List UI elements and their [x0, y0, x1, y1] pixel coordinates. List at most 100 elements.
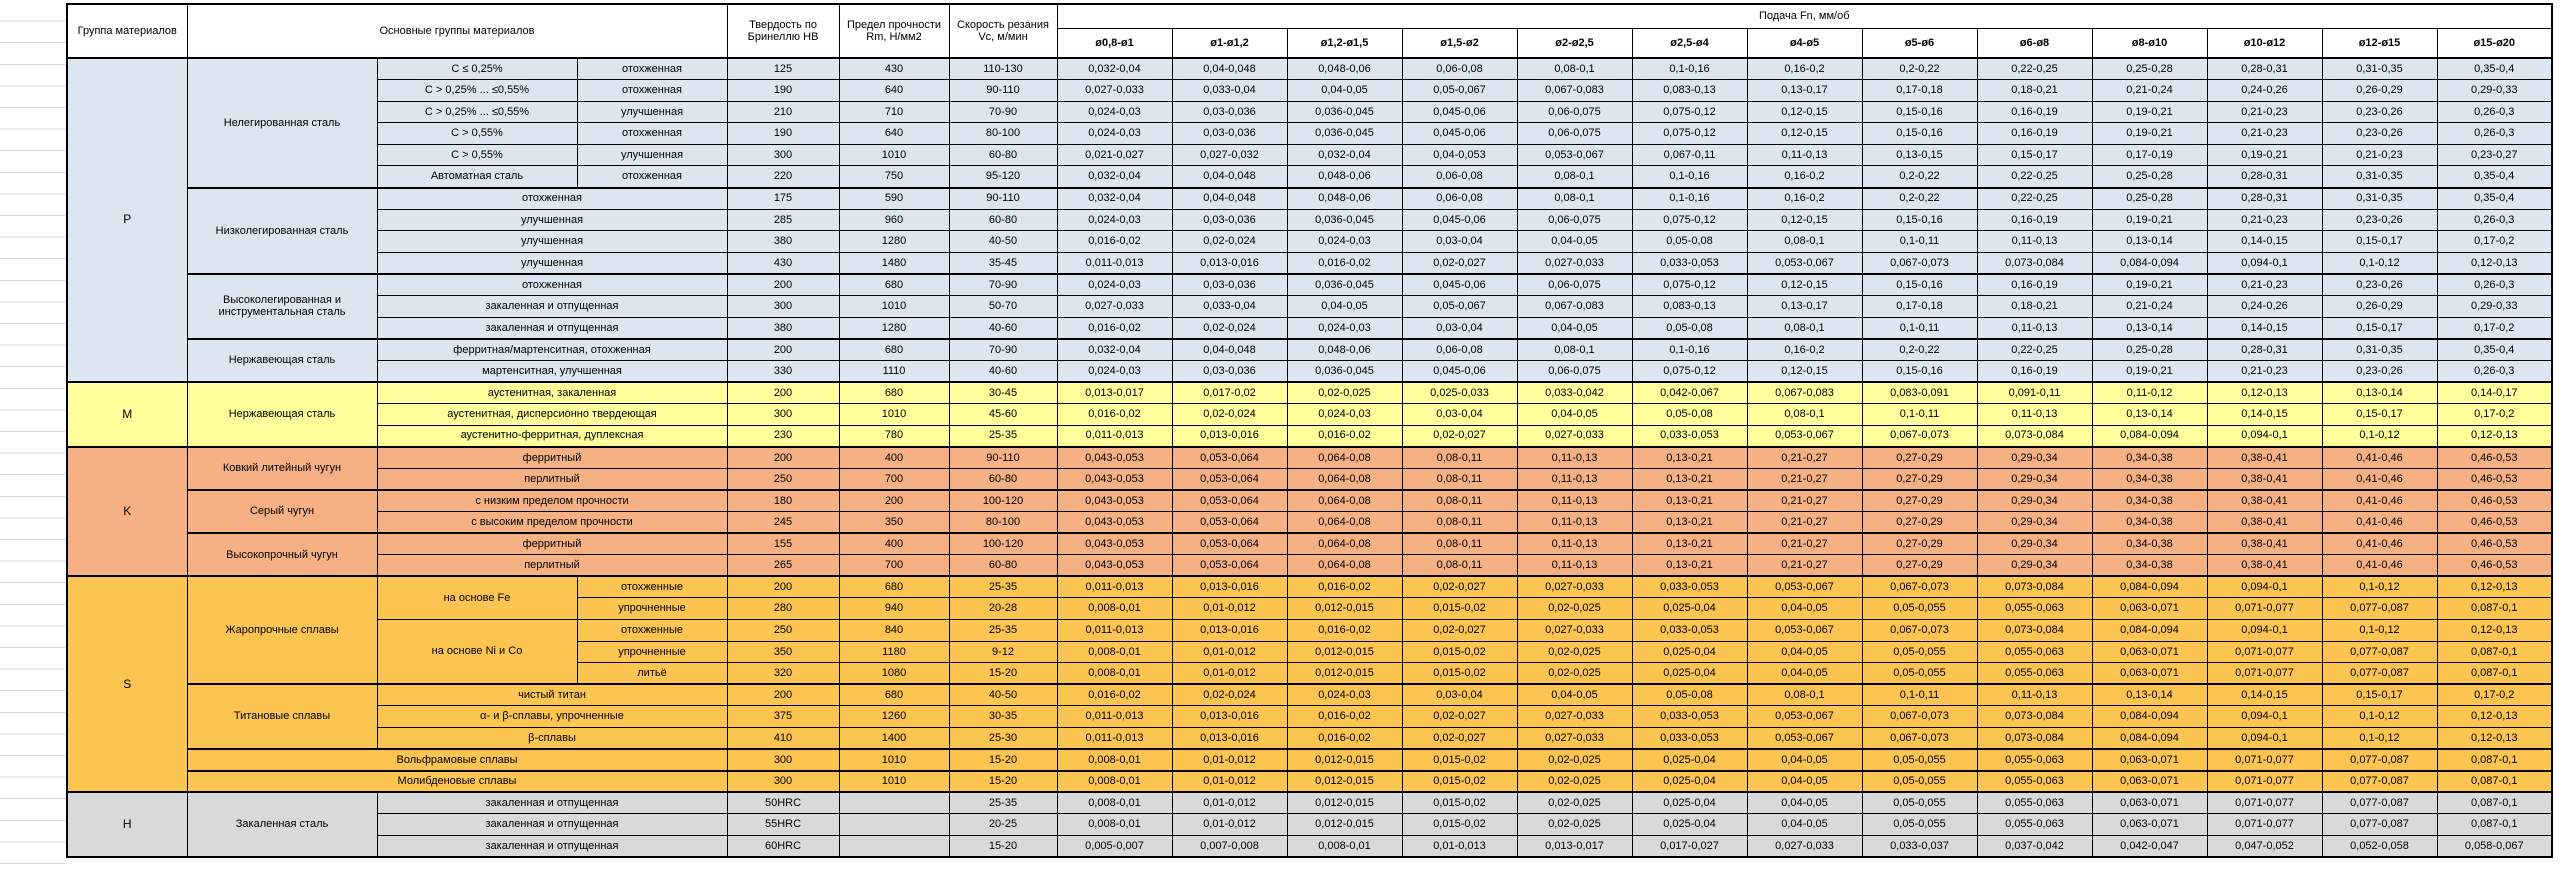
feed-cell[interactable]: 0,025-0,033 — [1401, 380, 1518, 404]
feed-cell[interactable]: 0,053-0,067 — [1746, 726, 1863, 750]
feed-cell[interactable]: 0,13-0,21 — [1631, 510, 1748, 534]
feed-cell[interactable]: 0,073-0,084 — [1976, 618, 2093, 642]
feed-cell[interactable]: 0,053-0,067 — [1516, 143, 1633, 167]
feed-cell[interactable]: 0,087-0,1 — [2436, 813, 2553, 836]
feed-cell[interactable]: 0,34-0,38 — [2091, 445, 2208, 469]
feed-cell[interactable]: 0,043-0,053 — [1056, 445, 1173, 469]
feed-cell[interactable]: 0,048-0,06 — [1286, 337, 1403, 361]
feed-cell[interactable]: 0,11-0,13 — [1516, 488, 1633, 512]
feed-cell[interactable]: 0,013-0,016 — [1171, 618, 1288, 642]
feed-cell[interactable]: 0,05-0,08 — [1631, 403, 1748, 426]
feed-cell[interactable]: 0,073-0,084 — [1976, 424, 2093, 448]
feed-cell[interactable]: 0,13-0,14 — [2091, 403, 2208, 426]
feed-cell[interactable]: 0,04-0,048 — [1171, 186, 1288, 210]
feed-cell[interactable]: 0,34-0,38 — [2091, 510, 2208, 534]
feed-cell[interactable]: 0,31-0,35 — [2321, 186, 2438, 210]
feed-cell[interactable]: 0,02-0,024 — [1171, 403, 1288, 426]
feed-cell[interactable]: 0,048-0,06 — [1286, 165, 1403, 189]
hb-cell[interactable]: 265 — [726, 554, 840, 577]
feed-cell[interactable]: 0,26-0,3 — [2436, 208, 2553, 232]
feed-cell[interactable]: 0,15-0,17 — [2321, 403, 2438, 426]
feed-cell[interactable]: 0,34-0,38 — [2091, 488, 2208, 512]
vc-cell[interactable]: 90-110 — [948, 186, 1058, 210]
hb-cell[interactable]: 300 — [726, 748, 840, 772]
feed-cell[interactable]: 0,08-0,1 — [1746, 683, 1863, 707]
feed-cell[interactable]: 0,17-0,18 — [1861, 79, 1978, 102]
feed-cell[interactable]: 0,02-0,027 — [1401, 575, 1518, 599]
col-header-diameter[interactable]: ø2-ø2,5 — [1516, 27, 1633, 59]
vc-cell[interactable]: 100-120 — [948, 532, 1058, 556]
rm-cell[interactable]: 680 — [838, 575, 950, 599]
feed-cell[interactable]: 0,032-0,04 — [1056, 186, 1173, 210]
feed-cell[interactable]: 0,012-0,015 — [1286, 748, 1403, 772]
feed-cell[interactable]: 0,27-0,29 — [1861, 445, 1978, 469]
feed-cell[interactable]: 0,13-0,17 — [1746, 79, 1863, 102]
feed-cell[interactable]: 0,08-0,1 — [1746, 230, 1863, 253]
condition-cell[interactable]: аустенитно-ферритная, дуплексная — [376, 424, 728, 448]
vc-cell[interactable]: 30-35 — [948, 705, 1058, 728]
feed-cell[interactable]: 0,15-0,16 — [1861, 208, 1978, 232]
feed-cell[interactable]: 0,055-0,063 — [1976, 597, 2093, 620]
rm-cell[interactable]: 400 — [838, 532, 950, 556]
family-cell[interactable]: Нержавеющая сталь — [186, 337, 378, 383]
condition-cell[interactable]: ферритная/мартенситная, отохженная — [376, 337, 728, 361]
hb-cell[interactable]: 375 — [726, 705, 840, 728]
feed-cell[interactable]: 0,17-0,2 — [2436, 683, 2553, 707]
feed-cell[interactable]: 0,077-0,087 — [2321, 791, 2438, 815]
feed-cell[interactable]: 0,17-0,2 — [2436, 403, 2553, 426]
feed-cell[interactable]: 0,087-0,1 — [2436, 769, 2553, 793]
feed-cell[interactable]: 0,14-0,15 — [2206, 683, 2323, 707]
feed-cell[interactable]: 0,19-0,21 — [2091, 359, 2208, 383]
feed-cell[interactable]: 0,1-0,12 — [2321, 726, 2438, 750]
feed-cell[interactable]: 0,14-0,15 — [2206, 316, 2323, 340]
feed-cell[interactable]: 0,23-0,26 — [2321, 100, 2438, 124]
feed-cell[interactable]: 0,1-0,16 — [1631, 337, 1748, 361]
feed-cell[interactable]: 0,26-0,29 — [2321, 79, 2438, 102]
feed-cell[interactable]: 0,064-0,08 — [1286, 445, 1403, 469]
feed-cell[interactable]: 0,045-0,06 — [1401, 100, 1518, 124]
feed-cell[interactable]: 0,015-0,02 — [1401, 769, 1518, 793]
feed-cell[interactable]: 0,05-0,08 — [1631, 230, 1748, 253]
vc-cell[interactable]: 30-45 — [948, 380, 1058, 404]
condition-cell[interactable]: отохженные — [576, 575, 728, 599]
feed-cell[interactable]: 0,053-0,064 — [1171, 445, 1288, 469]
vc-cell[interactable]: 90-110 — [948, 445, 1058, 469]
hb-cell[interactable]: 200 — [726, 380, 840, 404]
vc-cell[interactable]: 70-90 — [948, 272, 1058, 297]
feed-cell[interactable]: 0,073-0,084 — [1976, 726, 2093, 750]
rm-cell[interactable]: 1400 — [838, 726, 950, 750]
family-cell[interactable]: Ковкий литейный чугун — [186, 445, 378, 491]
feed-cell[interactable]: 0,17-0,18 — [1861, 295, 1978, 318]
feed-cell[interactable]: 0,067-0,073 — [1861, 251, 1978, 275]
feed-cell[interactable]: 0,1-0,12 — [2321, 618, 2438, 642]
feed-cell[interactable]: 0,033-0,053 — [1631, 726, 1748, 750]
feed-cell[interactable]: 0,41-0,46 — [2321, 532, 2438, 556]
feed-cell[interactable]: 0,13-0,14 — [2321, 380, 2438, 404]
subtype-cell[interactable]: C > 0,55% — [376, 122, 578, 145]
feed-cell[interactable]: 0,011-0,013 — [1056, 705, 1173, 728]
vc-cell[interactable]: 25-35 — [948, 424, 1058, 448]
feed-cell[interactable]: 0,23-0,26 — [2321, 272, 2438, 297]
feed-cell[interactable]: 0,024-0,03 — [1056, 100, 1173, 124]
feed-cell[interactable]: 0,016-0,02 — [1286, 618, 1403, 642]
rm-cell[interactable]: 640 — [838, 122, 950, 145]
material-cell[interactable]: Вольфрамовые сплавы — [186, 748, 728, 772]
feed-cell[interactable]: 0,071-0,077 — [2206, 640, 2323, 664]
feed-cell[interactable]: 0,16-0,2 — [1746, 57, 1863, 81]
feed-cell[interactable]: 0,2-0,22 — [1861, 57, 1978, 81]
feed-cell[interactable]: 0,06-0,08 — [1401, 337, 1518, 361]
feed-cell[interactable]: 0,02-0,025 — [1516, 813, 1633, 836]
feed-cell[interactable]: 0,13-0,14 — [2091, 683, 2208, 707]
family-cell[interactable]: Титановые сплавы — [186, 683, 378, 750]
feed-cell[interactable]: 0,077-0,087 — [2321, 813, 2438, 836]
feed-cell[interactable]: 0,22-0,25 — [1976, 165, 2093, 189]
feed-cell[interactable]: 0,1-0,16 — [1631, 186, 1748, 210]
feed-cell[interactable]: 0,027-0,033 — [1056, 295, 1173, 318]
col-header-diameter[interactable]: ø4-ø5 — [1746, 27, 1863, 59]
hb-cell[interactable]: 350 — [726, 640, 840, 664]
feed-cell[interactable]: 0,16-0,19 — [1976, 122, 2093, 145]
feed-cell[interactable]: 0,055-0,063 — [1976, 640, 2093, 664]
rm-cell[interactable]: 1010 — [838, 143, 950, 167]
feed-cell[interactable]: 0,084-0,094 — [2091, 726, 2208, 750]
feed-cell[interactable]: 0,071-0,077 — [2206, 769, 2323, 793]
